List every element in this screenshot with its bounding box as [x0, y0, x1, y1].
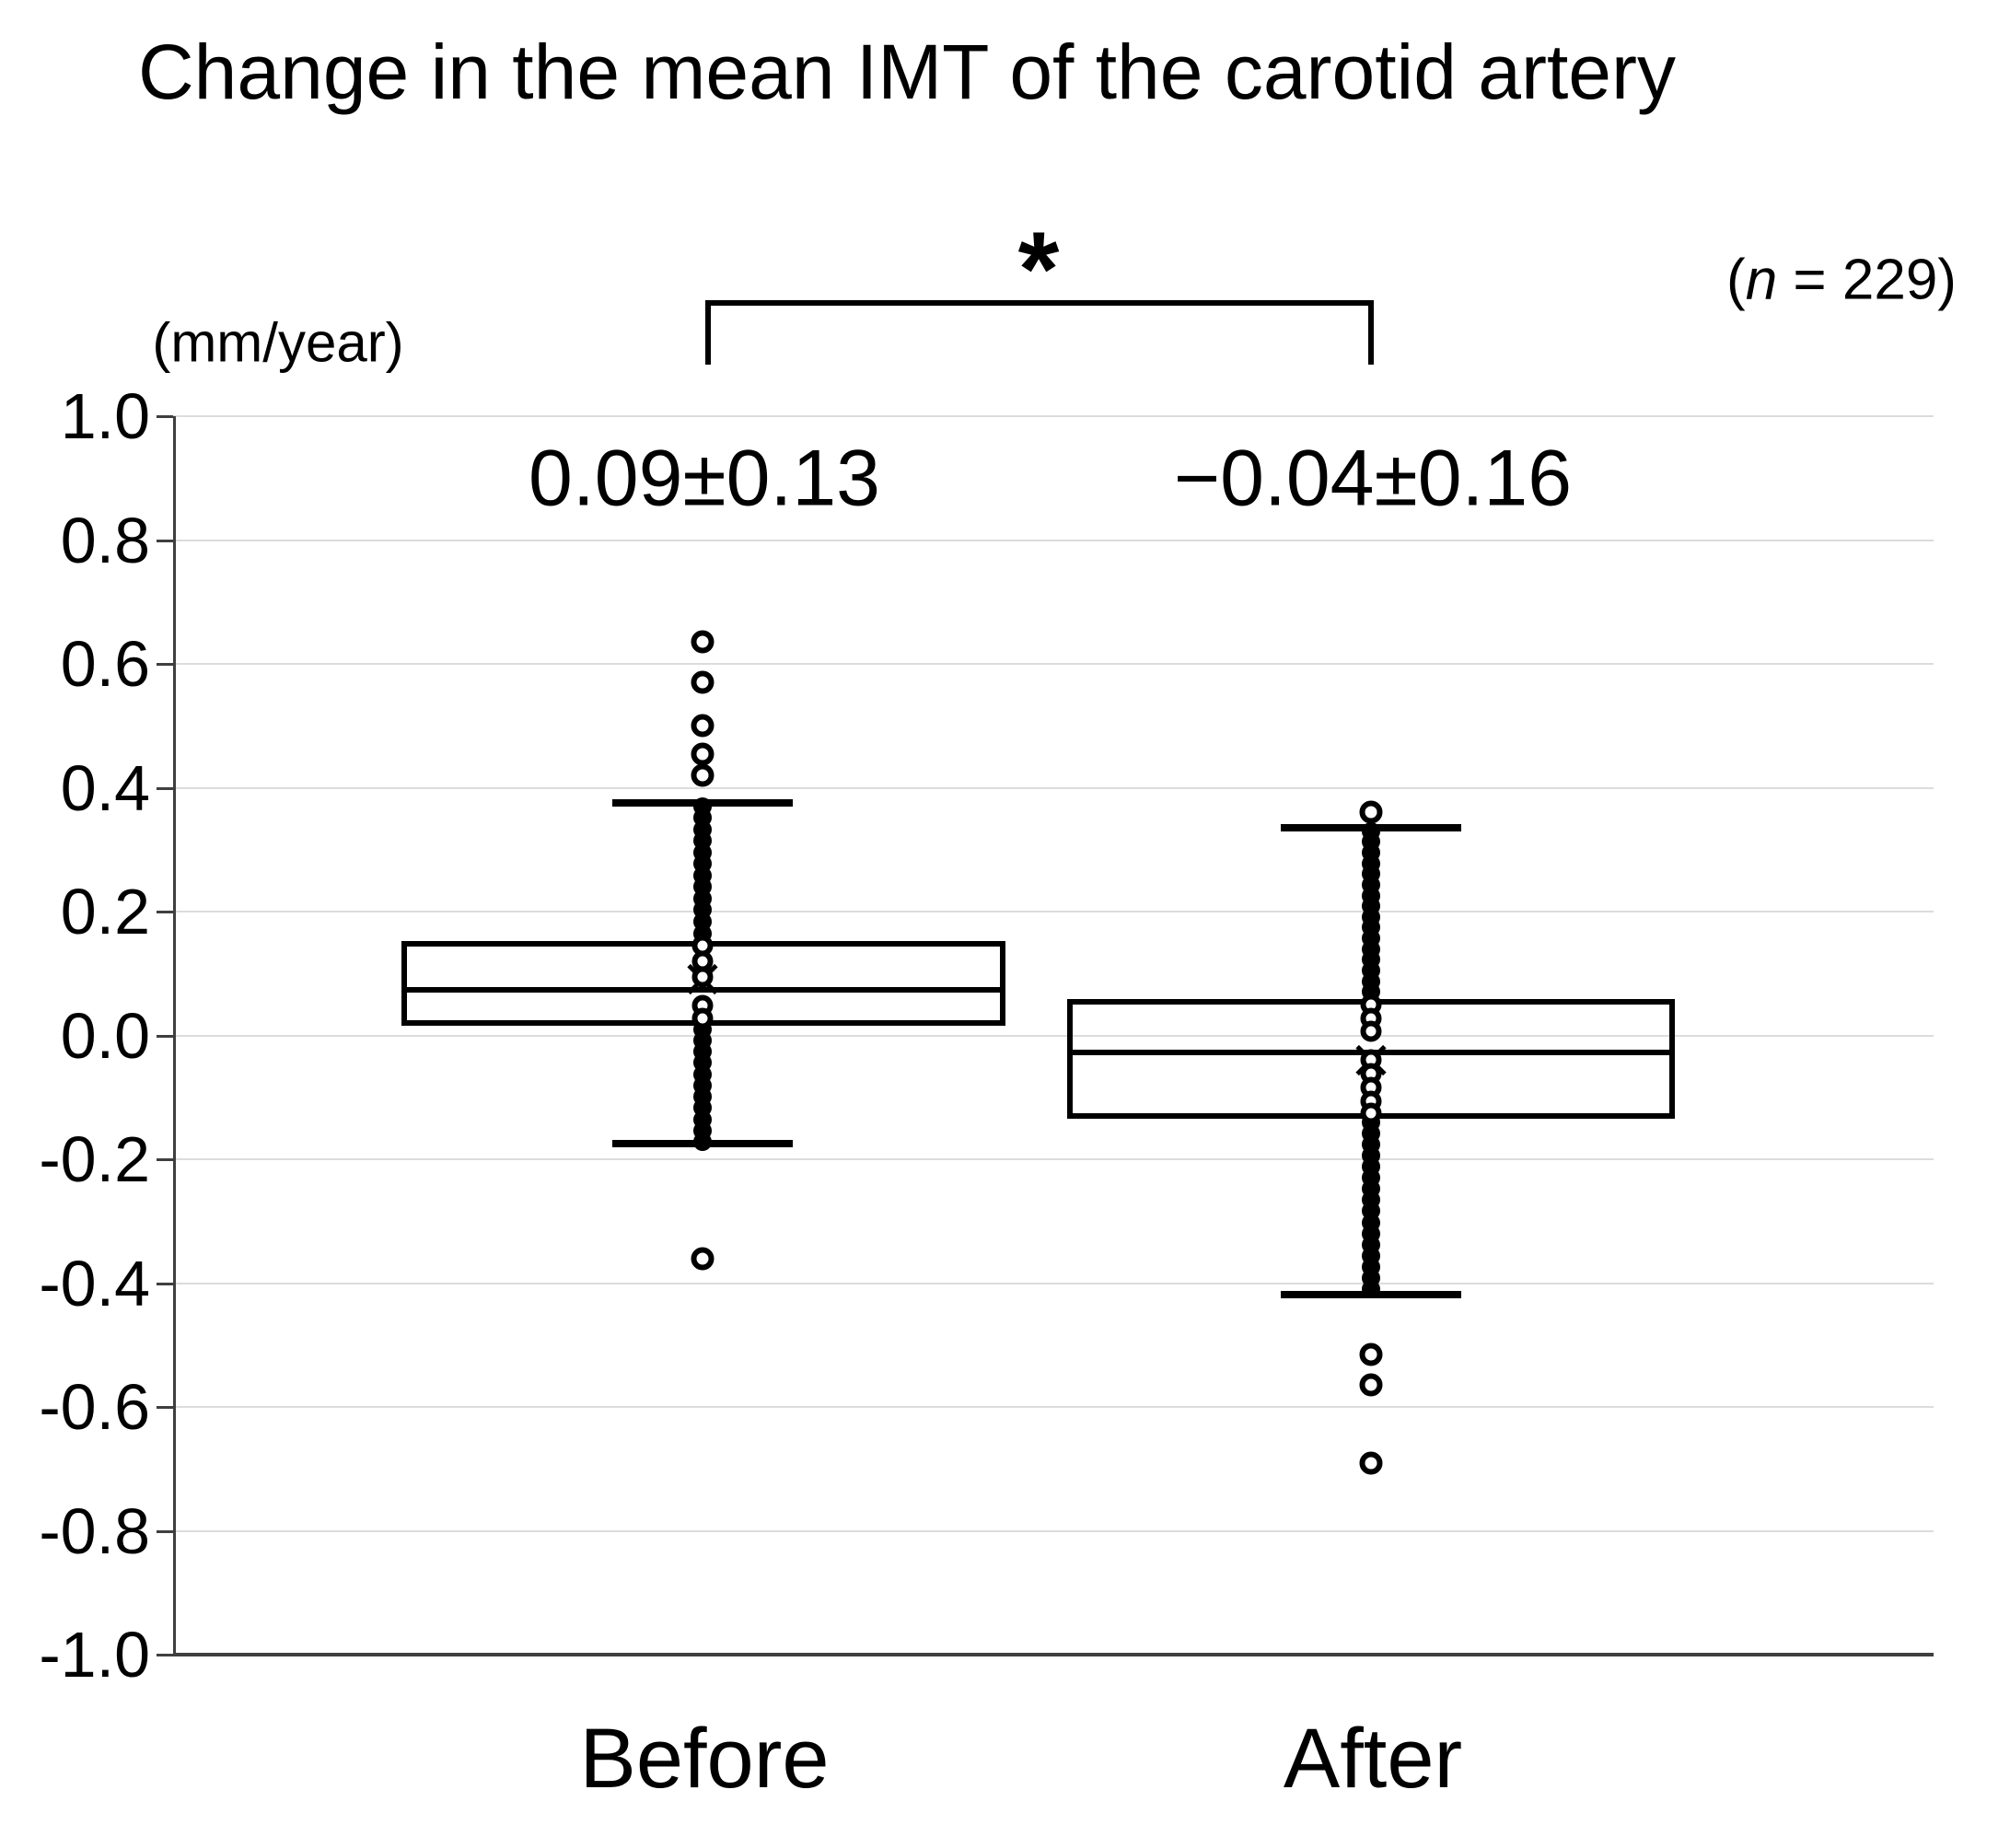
- gridline: [173, 786, 1934, 789]
- outlier-point: [691, 670, 715, 694]
- outlier-point: [691, 742, 715, 765]
- data-point: [693, 1133, 712, 1152]
- data-point-open: [691, 966, 714, 988]
- y-axis-tick: [157, 1654, 173, 1656]
- significance-asterisk: *: [1017, 211, 1060, 329]
- gridline: [173, 1406, 1934, 1408]
- outlier-point: [1359, 800, 1383, 824]
- group-annotation: −0.04±0.16: [1173, 434, 1573, 523]
- y-axis-tick: [157, 539, 173, 542]
- gridline: [173, 1034, 1934, 1037]
- outlier-point: [1359, 1373, 1383, 1397]
- y-tick-label: 0.0: [60, 999, 150, 1072]
- gridline: [173, 415, 1934, 417]
- median-line: [401, 987, 1005, 994]
- group-annotation: 0.09±0.13: [529, 434, 880, 523]
- y-tick-label: 0.6: [60, 628, 150, 700]
- y-axis-tick: [157, 1034, 173, 1038]
- data-point-open: [691, 1007, 714, 1029]
- y-tick-label: -0.4: [39, 1247, 150, 1319]
- significance-bracket: [705, 300, 1374, 306]
- significance-bracket-left: [705, 300, 711, 365]
- y-axis-unit-label: (mm/year): [152, 311, 404, 374]
- x-axis-label-after: After: [1283, 1712, 1463, 1806]
- y-tick-label: -0.8: [39, 1494, 150, 1567]
- x-axis-label-before: Before: [579, 1712, 830, 1806]
- sample-size-label: (n = 229): [1726, 248, 1957, 313]
- sample-size-n: n: [1745, 248, 1778, 312]
- significance-bracket-right: [1368, 300, 1374, 365]
- gridline: [173, 1158, 1934, 1160]
- y-tick-label: -0.2: [39, 1123, 150, 1195]
- y-axis-tick: [157, 1282, 173, 1285]
- gridline: [173, 1529, 1934, 1532]
- y-axis-tick: [157, 415, 173, 418]
- sample-size-rest: = 229): [1777, 248, 1957, 312]
- y-tick-label: -0.6: [39, 1371, 150, 1443]
- x-axis-line: [173, 1653, 1934, 1656]
- y-axis-tick: [157, 1406, 173, 1409]
- y-tick-label: 0.4: [60, 751, 150, 824]
- y-axis-tick: [157, 663, 173, 666]
- data-point-open: [1360, 1102, 1382, 1124]
- y-axis-tick: [157, 786, 173, 790]
- outlier-point: [691, 763, 715, 787]
- outlier-point: [691, 714, 715, 738]
- gridline: [173, 1282, 1934, 1284]
- gridline: [173, 911, 1934, 912]
- chart-title: Change in the mean IMT of the carotid ar…: [138, 29, 1676, 115]
- gridline: [173, 539, 1934, 541]
- y-axis-tick: [157, 1529, 173, 1533]
- data-point-open: [1360, 1020, 1382, 1042]
- outlier-point: [1359, 1451, 1383, 1475]
- y-tick-label: -1.0: [39, 1619, 150, 1691]
- data-point: [1362, 1280, 1380, 1299]
- y-tick-label: 0.8: [60, 504, 150, 576]
- y-tick-label: 0.2: [60, 876, 150, 947]
- sample-size-open: (: [1726, 248, 1746, 312]
- outlier-point: [691, 1247, 715, 1271]
- gridline: [173, 663, 1934, 665]
- y-axis-line: [173, 416, 176, 1656]
- y-axis-tick: [157, 911, 173, 913]
- outlier-point: [691, 630, 715, 654]
- y-tick-label: 1.0: [60, 380, 150, 452]
- outlier-point: [1359, 1342, 1383, 1366]
- y-axis-tick: [157, 1158, 173, 1161]
